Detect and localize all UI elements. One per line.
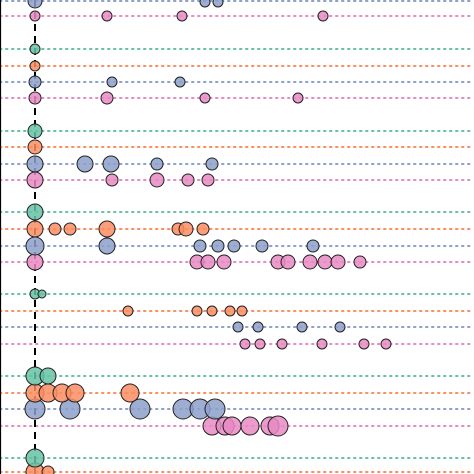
bubble bbox=[39, 367, 57, 385]
bubble bbox=[26, 171, 44, 189]
bubble bbox=[26, 203, 44, 221]
bubble bbox=[28, 91, 42, 105]
bubble bbox=[105, 173, 119, 187]
bubble bbox=[211, 239, 225, 253]
bubble bbox=[216, 254, 232, 270]
bubble bbox=[27, 0, 43, 9]
bubble bbox=[29, 10, 41, 22]
bubble bbox=[27, 123, 43, 139]
bubble bbox=[222, 416, 242, 436]
bubble bbox=[129, 398, 151, 420]
bubble bbox=[100, 91, 114, 105]
bubble bbox=[317, 254, 333, 270]
bubble bbox=[149, 172, 165, 188]
bubble bbox=[267, 415, 289, 437]
bubble bbox=[25, 236, 45, 256]
bubble bbox=[98, 220, 116, 238]
bubble bbox=[193, 239, 207, 253]
bubble bbox=[276, 338, 288, 350]
bubble bbox=[102, 155, 120, 173]
bubble bbox=[206, 305, 218, 317]
bubble bbox=[201, 173, 215, 187]
bubble bbox=[26, 220, 44, 238]
bubble bbox=[199, 0, 211, 8]
bubble bbox=[176, 10, 188, 22]
bubble bbox=[27, 139, 43, 155]
bubble bbox=[28, 75, 42, 89]
bubble bbox=[191, 305, 203, 317]
bubble bbox=[101, 10, 113, 22]
bubble bbox=[239, 338, 251, 350]
bubble bbox=[178, 221, 194, 237]
bubble bbox=[48, 222, 62, 236]
bubble bbox=[306, 239, 320, 253]
bubble bbox=[196, 222, 210, 236]
bubble bbox=[232, 321, 244, 333]
bubble bbox=[199, 92, 211, 104]
bubble bbox=[255, 239, 269, 253]
bubble bbox=[334, 321, 346, 333]
bubble bbox=[296, 321, 308, 333]
bubble bbox=[63, 222, 77, 236]
bubble bbox=[292, 92, 304, 104]
bubble bbox=[200, 254, 216, 270]
bubble bbox=[41, 465, 55, 474]
bubble bbox=[317, 10, 329, 22]
bubble bbox=[227, 239, 241, 253]
bubble bbox=[316, 338, 328, 350]
bubble bbox=[353, 255, 367, 269]
bubble bbox=[120, 383, 140, 403]
bubble bbox=[76, 155, 94, 173]
bubble bbox=[254, 338, 266, 350]
bubble bbox=[236, 305, 248, 317]
bubble bbox=[358, 338, 370, 350]
bubble bbox=[25, 448, 45, 468]
bubble bbox=[330, 254, 346, 270]
bubble bbox=[26, 253, 44, 271]
bubble bbox=[106, 76, 118, 88]
bubble bbox=[280, 254, 296, 270]
bubble bbox=[240, 416, 260, 436]
bubble bbox=[380, 338, 392, 350]
points bbox=[24, 0, 392, 474]
bubble bbox=[65, 383, 85, 403]
bubble bbox=[302, 254, 318, 270]
bubble bbox=[122, 305, 134, 317]
bubble bbox=[174, 76, 186, 88]
bubble bbox=[26, 155, 44, 173]
bubble bbox=[204, 398, 226, 420]
bubble bbox=[29, 43, 41, 55]
bubble bbox=[252, 321, 264, 333]
bubble bbox=[224, 305, 236, 317]
bubble bbox=[181, 173, 195, 187]
bubble bbox=[37, 289, 47, 299]
bubble bbox=[150, 157, 164, 171]
bubble bbox=[205, 157, 219, 171]
bubble bbox=[29, 60, 41, 72]
bubble bbox=[212, 0, 224, 8]
bubble bbox=[98, 237, 116, 255]
